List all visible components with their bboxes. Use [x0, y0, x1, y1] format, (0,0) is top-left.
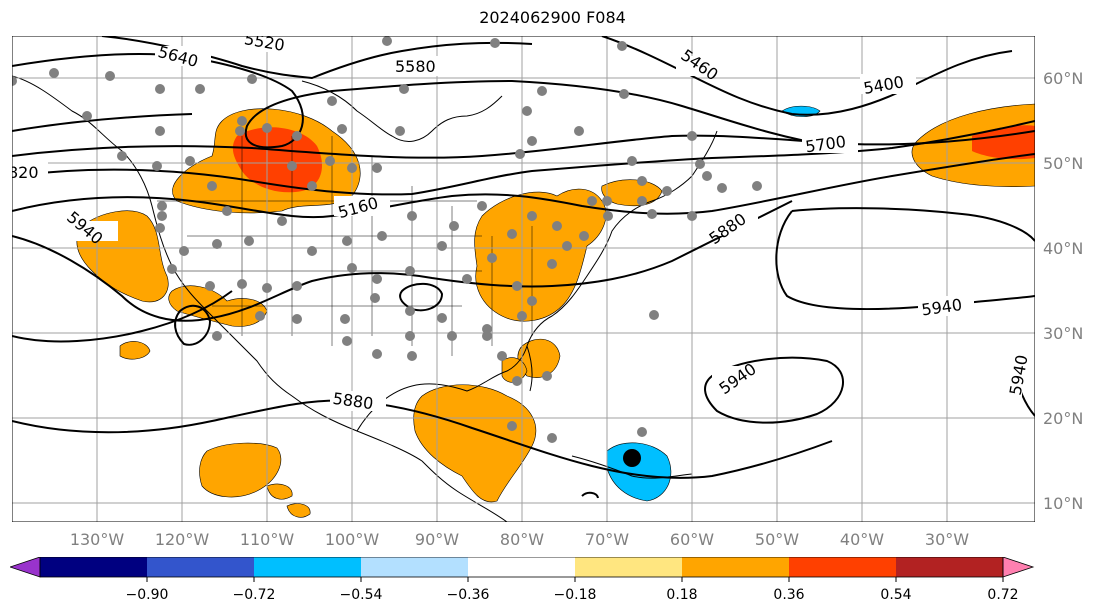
colorbar-bin	[361, 557, 468, 577]
lon-label: 50°W	[755, 530, 799, 549]
contour-label: 5580	[395, 57, 436, 76]
lon-label: 130°W	[70, 530, 125, 549]
colorbar-tick-label: −0.54	[340, 587, 383, 603]
anomaly-shading	[76, 103, 1035, 518]
colorbar-tick-label: −0.18	[554, 587, 597, 603]
lat-label: 10°N	[1043, 494, 1083, 513]
lon-label: 40°W	[840, 530, 884, 549]
contour-labels: 5640 5520 5580 5460 5400 5700 5880 5160 …	[12, 36, 1032, 413]
anomaly-positive-region	[501, 357, 528, 383]
latitude-labels: 60°N 50°N 40°N 30°N 20°N 10°N	[1043, 69, 1083, 513]
anomaly-positive-region	[474, 188, 607, 322]
longitude-labels: 130°W 120°W 110°W 100°W 90°W 80°W 70°W 6…	[70, 530, 969, 549]
anomaly-positive-region	[266, 483, 293, 500]
colorbar-bin	[147, 557, 254, 577]
height-contours	[12, 36, 1035, 499]
colorbar-segments	[10, 557, 1035, 578]
lat-label: 30°N	[1043, 324, 1083, 343]
colorbar-bin	[682, 557, 789, 577]
lon-label: 70°W	[585, 530, 629, 549]
lon-label: 100°W	[325, 530, 380, 549]
colorbar-tick-label: 0.54	[880, 587, 911, 603]
colorbar-tick-label: −0.72	[233, 587, 276, 603]
lon-label: 90°W	[415, 530, 459, 549]
colorbar-tick-label: 0.36	[773, 587, 804, 603]
colorbar-bin	[575, 557, 682, 577]
anomaly-positive-region	[413, 384, 537, 503]
colorbar-tick-label: −0.90	[126, 587, 169, 603]
lat-label: 20°N	[1043, 409, 1083, 428]
colorbar-bin	[254, 557, 361, 577]
lat-label: 60°N	[1043, 69, 1083, 88]
map-title: 2024062900 F084	[479, 8, 626, 27]
colorbar-tick-label: −0.36	[447, 587, 490, 603]
contour-label: 820	[12, 163, 39, 182]
colorbar-ticks: −0.90 −0.72 −0.54 −0.36 −0.18 0.18 0.36 0.54 0.7…	[126, 577, 1019, 603]
lon-label: 120°W	[155, 530, 210, 549]
lon-label: 80°W	[500, 530, 544, 549]
anomaly-positive-region	[119, 341, 151, 360]
colorbar-bin	[789, 557, 896, 577]
lat-label: 50°N	[1043, 154, 1083, 173]
colorbar-under-arrow	[10, 557, 41, 578]
station-points	[12, 36, 762, 443]
lon-label: 110°W	[240, 530, 295, 549]
anomaly-positive-region	[286, 503, 311, 518]
colorbar: −0.90 −0.72 −0.54 −0.36 −0.18 0.18 0.36 0.54 0.7…	[10, 557, 1035, 603]
lon-label: 60°W	[670, 530, 714, 549]
anomaly-negative-region	[606, 442, 672, 502]
colorbar-bin	[468, 557, 575, 577]
storm-center-marker	[623, 449, 641, 467]
coastlines	[12, 75, 718, 522]
colorbar-bin	[40, 557, 147, 577]
anomaly-positive-region	[199, 442, 282, 498]
colorbar-tick-label: 0.72	[987, 587, 1018, 603]
anomaly-strong-region	[232, 127, 322, 193]
colorbar-tick-label: 0.18	[666, 587, 697, 603]
map-panel: 5640 5520 5580 5460 5400 5700 5880 5160 …	[12, 36, 1035, 522]
graticule	[12, 36, 1035, 522]
colorbar-over-arrow	[1002, 557, 1035, 578]
colorbar-bin	[896, 557, 1003, 577]
lat-label: 40°N	[1043, 239, 1083, 258]
lon-label: 30°W	[925, 530, 969, 549]
colorbar-outline	[39, 557, 1004, 578]
